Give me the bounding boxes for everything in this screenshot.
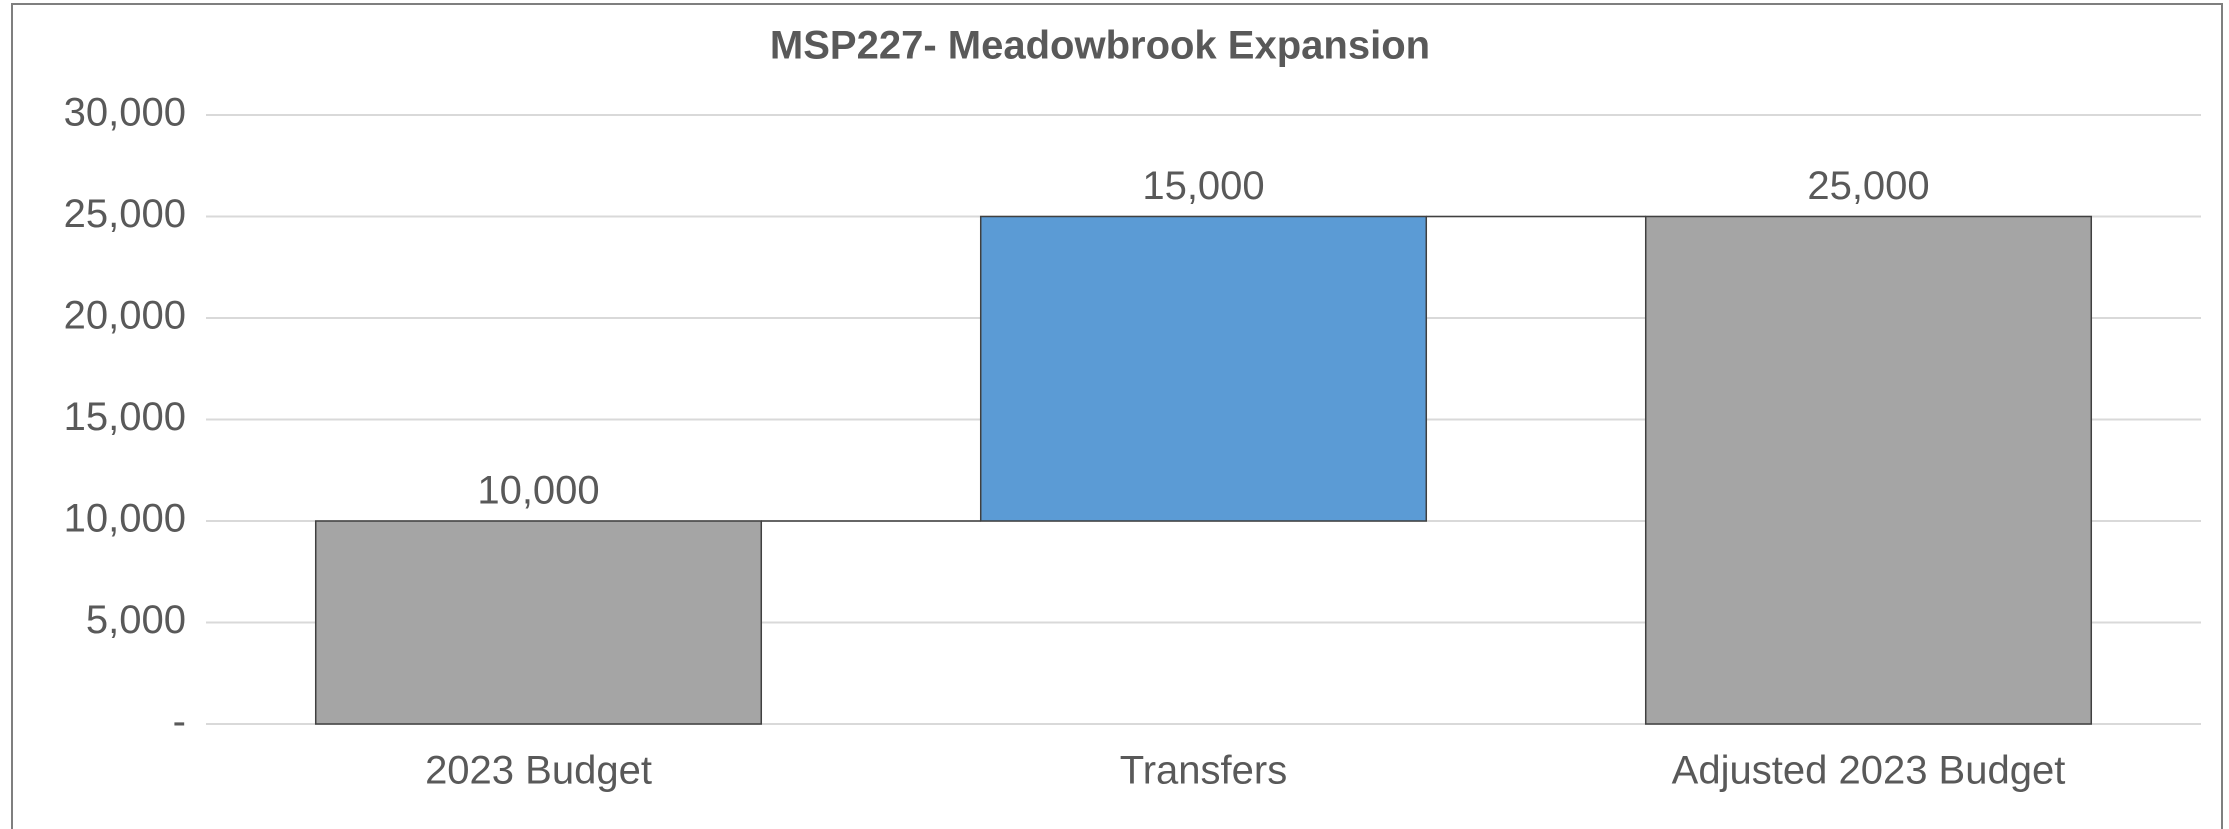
y-tick-label: 25,000 — [64, 192, 186, 236]
bar — [314, 520, 763, 725]
data-label: 10,000 — [477, 469, 599, 513]
x-tick-label: Transfers — [1120, 749, 1287, 793]
y-tick-label: 20,000 — [64, 294, 186, 338]
bar — [1644, 215, 2093, 725]
data-label: 25,000 — [1807, 164, 1929, 208]
y-tick-label: - — [173, 700, 186, 744]
y-tick-label: 10,000 — [64, 497, 186, 541]
x-tick-label: 2023 Budget — [425, 749, 652, 793]
data-label: 15,000 — [1142, 164, 1264, 208]
chart-title: MSP227- Meadowbrook Expansion — [770, 24, 1430, 68]
bar — [979, 215, 1428, 522]
y-tick-label: 30,000 — [64, 91, 186, 135]
y-tick-label: 5,000 — [86, 598, 186, 642]
x-tick-label: Adjusted 2023 Budget — [1672, 749, 2066, 793]
y-tick-label: 15,000 — [64, 395, 186, 439]
